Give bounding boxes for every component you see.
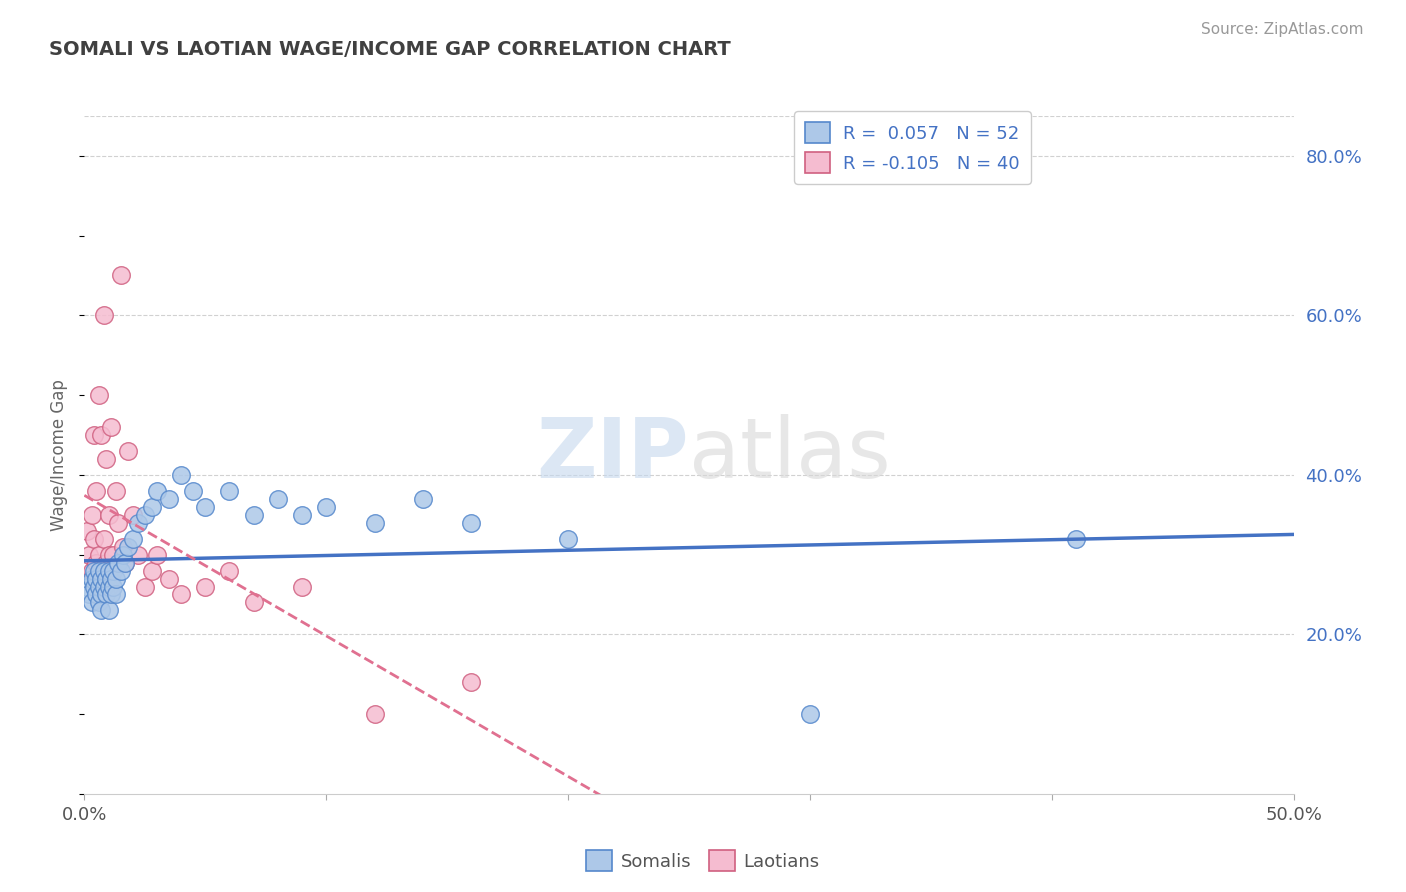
- Point: [87, 595, 110, 609]
- Point: [80, 595, 103, 609]
- Point: [170, 587, 193, 601]
- Point: [114, 556, 136, 570]
- Point: [242, 508, 264, 522]
- Point: [117, 444, 139, 458]
- Point: [90, 564, 112, 578]
- Point: [107, 556, 129, 570]
- Point: [100, 420, 122, 434]
- Point: [141, 564, 163, 578]
- Point: [799, 707, 821, 722]
- Legend: R =  0.057   N = 52, R = -0.105   N = 40: R = 0.057 N = 52, R = -0.105 N = 40: [794, 112, 1031, 184]
- Point: [80, 564, 103, 578]
- Point: [94, 587, 117, 601]
- Point: [157, 572, 180, 586]
- Point: [1064, 532, 1087, 546]
- Point: [242, 595, 264, 609]
- Point: [90, 428, 112, 442]
- Point: [83, 564, 105, 578]
- Point: [110, 268, 132, 283]
- Point: [100, 572, 122, 586]
- Text: atlas: atlas: [689, 415, 890, 495]
- Point: [77, 587, 100, 601]
- Point: [181, 483, 204, 498]
- Point: [77, 548, 100, 562]
- Point: [460, 516, 482, 530]
- Point: [363, 707, 385, 722]
- Point: [194, 580, 217, 594]
- Point: [93, 309, 115, 323]
- Point: [97, 564, 120, 578]
- Point: [291, 580, 314, 594]
- Point: [100, 587, 122, 601]
- Point: [103, 548, 125, 562]
- Text: Source: ZipAtlas.com: Source: ZipAtlas.com: [1201, 22, 1364, 37]
- Point: [90, 572, 112, 586]
- Y-axis label: Wage/Income Gap: Wage/Income Gap: [51, 379, 69, 531]
- Point: [97, 580, 120, 594]
- Point: [291, 508, 314, 522]
- Point: [412, 491, 434, 506]
- Point: [97, 603, 120, 617]
- Point: [315, 500, 337, 514]
- Point: [76, 524, 98, 538]
- Point: [87, 548, 110, 562]
- Point: [103, 564, 125, 578]
- Point: [83, 428, 105, 442]
- Point: [86, 483, 108, 498]
- Point: [107, 516, 129, 530]
- Point: [218, 483, 240, 498]
- Point: [93, 564, 115, 578]
- Point: [146, 548, 169, 562]
- Point: [112, 548, 135, 562]
- Point: [76, 580, 98, 594]
- Point: [86, 587, 108, 601]
- Point: [110, 564, 132, 578]
- Point: [104, 587, 127, 601]
- Point: [194, 500, 217, 514]
- Point: [121, 508, 143, 522]
- Point: [104, 483, 127, 498]
- Point: [93, 580, 115, 594]
- Point: [157, 491, 180, 506]
- Point: [97, 508, 120, 522]
- Point: [83, 532, 105, 546]
- Point: [87, 564, 110, 578]
- Point: [121, 532, 143, 546]
- Point: [100, 564, 122, 578]
- Point: [170, 467, 193, 482]
- Point: [146, 483, 169, 498]
- Point: [97, 548, 120, 562]
- Point: [127, 548, 149, 562]
- Point: [103, 580, 125, 594]
- Point: [112, 540, 135, 554]
- Point: [134, 580, 156, 594]
- Point: [80, 508, 103, 522]
- Point: [86, 556, 108, 570]
- Text: ZIP: ZIP: [537, 415, 689, 495]
- Point: [80, 572, 103, 586]
- Point: [117, 540, 139, 554]
- Point: [90, 603, 112, 617]
- Point: [87, 580, 110, 594]
- Point: [267, 491, 290, 506]
- Point: [141, 500, 163, 514]
- Point: [94, 572, 117, 586]
- Point: [94, 556, 117, 570]
- Legend: Somalis, Laotians: Somalis, Laotians: [579, 843, 827, 879]
- Point: [460, 675, 482, 690]
- Point: [104, 572, 127, 586]
- Point: [363, 516, 385, 530]
- Point: [90, 587, 112, 601]
- Point: [127, 516, 149, 530]
- Point: [134, 508, 156, 522]
- Point: [114, 556, 136, 570]
- Point: [218, 564, 240, 578]
- Point: [86, 572, 108, 586]
- Point: [557, 532, 579, 546]
- Point: [94, 451, 117, 466]
- Text: SOMALI VS LAOTIAN WAGE/INCOME GAP CORRELATION CHART: SOMALI VS LAOTIAN WAGE/INCOME GAP CORREL…: [49, 40, 731, 59]
- Point: [93, 532, 115, 546]
- Point: [83, 580, 105, 594]
- Point: [87, 388, 110, 402]
